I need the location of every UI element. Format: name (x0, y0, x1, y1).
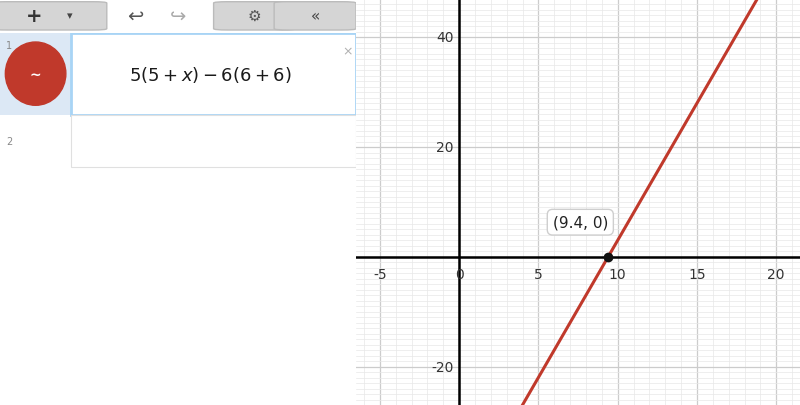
Text: 10: 10 (609, 267, 626, 281)
Text: ▾: ▾ (66, 11, 72, 21)
FancyBboxPatch shape (71, 34, 356, 115)
FancyBboxPatch shape (274, 3, 356, 31)
Text: $5(5+x)-6(6+6)$: $5(5+x)-6(6+6)$ (129, 64, 291, 85)
Text: 2: 2 (6, 136, 12, 146)
Text: ∼: ∼ (30, 68, 42, 81)
Text: 1: 1 (6, 41, 12, 51)
Text: 5: 5 (534, 267, 542, 281)
Text: -5: -5 (373, 267, 386, 281)
Text: -20: -20 (431, 360, 454, 374)
FancyBboxPatch shape (0, 3, 107, 31)
Text: 20: 20 (436, 141, 454, 155)
Text: ↩: ↩ (127, 6, 143, 26)
Text: +: + (26, 6, 42, 26)
FancyBboxPatch shape (71, 115, 356, 167)
Circle shape (6, 43, 66, 106)
Text: 15: 15 (688, 267, 706, 281)
Text: ×: × (342, 45, 352, 58)
Text: ↪: ↪ (170, 6, 186, 26)
FancyBboxPatch shape (0, 34, 71, 115)
Text: 20: 20 (767, 267, 785, 281)
Text: ⚙: ⚙ (248, 9, 262, 23)
Text: 40: 40 (436, 31, 454, 45)
FancyBboxPatch shape (214, 3, 295, 31)
Text: (9.4, 0): (9.4, 0) (553, 215, 608, 230)
Text: «: « (310, 9, 320, 23)
Text: 0: 0 (454, 267, 463, 281)
